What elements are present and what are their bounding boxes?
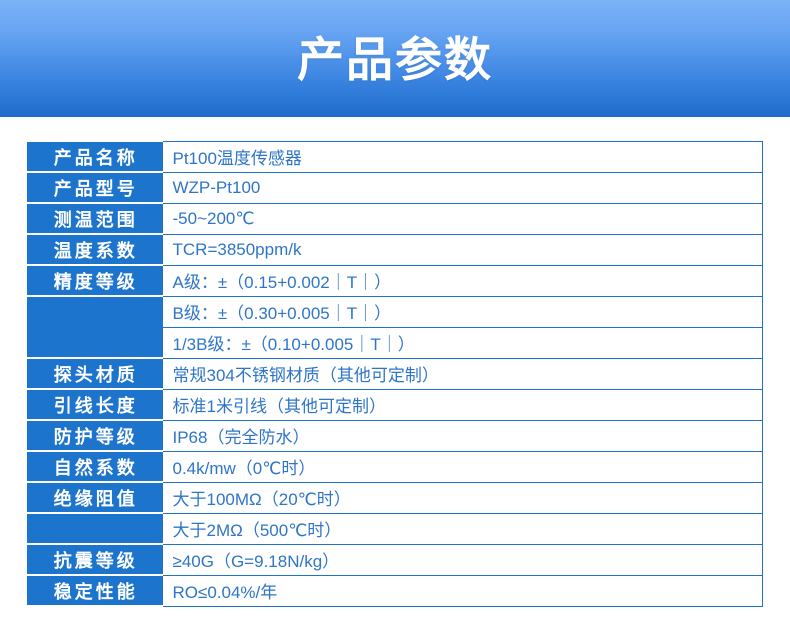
parameter-value-cell: IP68（完全防水）	[161, 419, 763, 452]
table-row: 温度系数 TCR=3850ppm/k	[27, 233, 763, 266]
parameter-value-cell: A级：±（0.15+0.002｜T｜）	[161, 264, 763, 297]
parameter-value-cell: RO≤0.04%/年	[161, 574, 763, 607]
table-row: 1/3B级：±（0.10+0.005｜T｜）	[27, 326, 763, 359]
parameter-value-cell: WZP-Pt100	[161, 171, 763, 204]
parameter-label-cell: 防护等级	[27, 419, 162, 452]
parameter-value-cell: TCR=3850ppm/k	[161, 233, 763, 266]
page-title: 产品参数	[297, 33, 493, 86]
table-row: 稳定性能 RO≤0.04%/年	[27, 574, 763, 607]
table-row: 探头材质 常规304不锈钢材质（其他可定制）	[27, 357, 763, 390]
product-parameters-table-container: 产品名称 Pt100温度传感器 产品型号 WZP-Pt100 测温范围 -50~200℃ 温…	[27, 140, 763, 607]
parameter-label-cell: 产品型号	[27, 171, 162, 204]
parameter-value-cell: 大于2MΩ（500℃时）	[161, 512, 763, 545]
table-row: 引线长度 标准1米引线（其他可定制）	[27, 388, 763, 421]
table-row: 绝缘阻值 大于100MΩ（20℃时）	[27, 481, 763, 514]
parameter-value-cell: Pt100温度传感器	[161, 140, 763, 173]
parameter-label-cell: 绝缘阻值	[27, 481, 162, 514]
parameter-label-cell	[27, 296, 162, 327]
table-row: 产品名称 Pt100温度传感器	[27, 140, 763, 173]
parameter-label-cell: 稳定性能	[27, 574, 162, 607]
parameter-label-cell: 测温范围	[27, 202, 162, 235]
table-row: 防护等级 IP68（完全防水）	[27, 419, 763, 452]
table-row: 产品型号 WZP-Pt100	[27, 171, 763, 204]
parameter-label-cell: 自然系数	[27, 450, 162, 483]
parameter-value-cell: 大于100MΩ（20℃时）	[161, 481, 763, 514]
page-header-banner: 产品参数	[0, 0, 790, 117]
parameter-value-cell: -50~200℃	[161, 202, 763, 235]
parameter-label-cell: 引线长度	[27, 388, 162, 421]
table-row: B级：±（0.30+0.005｜T｜）	[27, 295, 763, 328]
parameter-label-cell: 探头材质	[27, 357, 162, 390]
parameter-label-cell	[27, 327, 162, 358]
table-row: 大于2MΩ（500℃时）	[27, 512, 763, 545]
product-parameters-table: 产品名称 Pt100温度传感器 产品型号 WZP-Pt100 测温范围 -50~200℃ 温…	[27, 140, 763, 607]
parameter-label-cell: 温度系数	[27, 233, 162, 266]
parameter-label-cell: 精度等级	[27, 264, 162, 297]
product-parameters-table-body: 产品名称 Pt100温度传感器 产品型号 WZP-Pt100 测温范围 -50~200℃ 温…	[27, 140, 763, 607]
parameter-value-cell: 0.4k/mw（0℃时）	[161, 450, 763, 483]
parameter-label-cell	[27, 513, 162, 544]
table-row: 测温范围 -50~200℃	[27, 202, 763, 235]
table-row: 抗震等级 ≥40G（G=9.18N/kg）	[27, 543, 763, 576]
parameter-value-cell: 标准1米引线（其他可定制）	[161, 388, 763, 421]
table-row: 精度等级 A级：±（0.15+0.002｜T｜）	[27, 264, 763, 297]
parameter-value-cell: 常规304不锈钢材质（其他可定制）	[161, 357, 763, 390]
parameter-value-cell: ≥40G（G=9.18N/kg）	[161, 543, 763, 576]
parameter-label-cell: 抗震等级	[27, 543, 162, 576]
parameter-value-cell: 1/3B级：±（0.10+0.005｜T｜）	[161, 326, 763, 359]
table-row: 自然系数 0.4k/mw（0℃时）	[27, 450, 763, 483]
parameter-value-cell: B级：±（0.30+0.005｜T｜）	[161, 295, 763, 328]
parameter-label-cell: 产品名称	[27, 140, 162, 173]
